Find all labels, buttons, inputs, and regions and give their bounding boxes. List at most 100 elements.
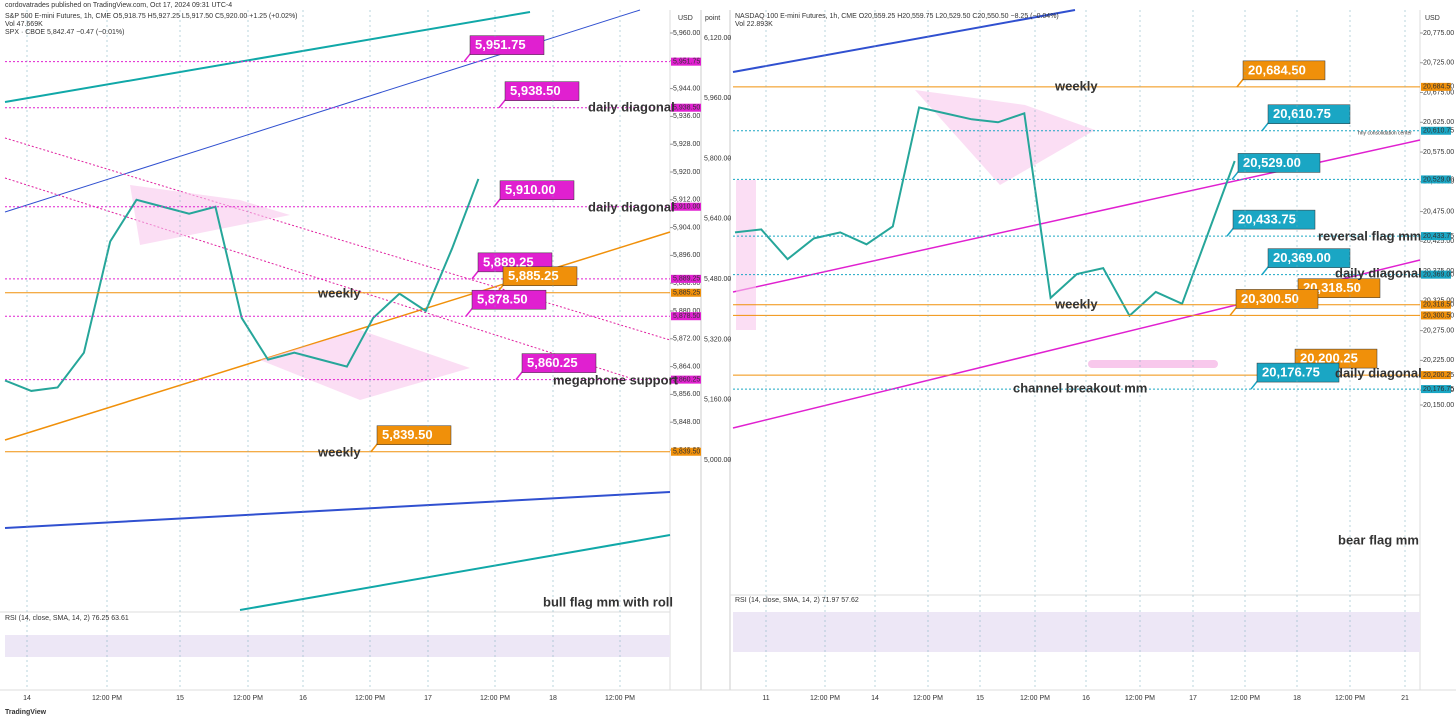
x-tick-label: 16 <box>299 695 307 702</box>
axis-tag-label: 5,839.50 <box>673 449 700 456</box>
price-label-box <box>504 81 580 101</box>
axis-tag-label: 20,529.00 <box>1423 176 1454 183</box>
axis-tag <box>1421 385 1451 394</box>
axis-tag-label: 20,610.75 <box>1423 128 1454 135</box>
axis-tag <box>671 57 701 66</box>
price-label-box <box>1267 104 1351 125</box>
price-label: 20,369.00 <box>1273 250 1331 265</box>
y-tick-label: 20,425.00 <box>1423 238 1454 245</box>
volume: Vol 47.669K <box>5 21 43 28</box>
y-tick-label: 5,888.00 <box>673 280 700 287</box>
y-tick-label: 20,775.00 <box>1423 30 1454 37</box>
unit: USD <box>1425 15 1440 22</box>
axis-tag-label: 20,684.50 <box>1423 84 1454 91</box>
y-tick-label: 20,625.00 <box>1423 119 1454 126</box>
trend-line <box>4 11 531 103</box>
rsi-label: RSI (14, close, SMA, 14, 2) 76.25 63.61 <box>5 615 129 622</box>
x-tick-label: 21 <box>1401 695 1409 702</box>
axis-tag-label: 5,910.00 <box>673 204 700 211</box>
unit: USD <box>678 15 693 22</box>
symbol: NASDAQ 100 E-mini Futures, 1h, CME O20,5… <box>735 13 1059 20</box>
x-tick-label: 12:00 PM <box>233 695 263 702</box>
note: weekly <box>1054 78 1098 93</box>
y-tick-label: 5,000.00 <box>704 457 731 464</box>
axis-tag-label: 20,433.75 <box>1423 233 1454 240</box>
highlight <box>1088 360 1218 368</box>
price-label: 5,889.25 <box>483 254 534 269</box>
price-label: 20,529.00 <box>1243 155 1301 170</box>
pattern <box>915 90 1095 185</box>
x-tick-label: 14 <box>871 695 879 702</box>
axis-tag-label: 5,878.50 <box>673 313 700 320</box>
x-tick-label: 15 <box>176 695 184 702</box>
y-tick-label: 5,944.00 <box>673 85 700 92</box>
trend-line <box>4 177 631 379</box>
y-tick-label: 5,640.00 <box>704 216 731 223</box>
axis-tag-label: 5,951.75 <box>673 59 700 66</box>
axis-tag-label: 20,200.25 <box>1423 372 1454 379</box>
y-tick-label: 5,904.00 <box>673 224 700 231</box>
note: daily diagonal <box>1335 365 1422 380</box>
compare: SPX · CBOE 5,842.47 −0.47 (−0.01%) <box>5 29 124 36</box>
note: weekly <box>317 285 361 300</box>
price-label-box <box>469 35 545 55</box>
price-label-box <box>471 289 547 310</box>
y-tick-label: 20,675.00 <box>1423 89 1454 96</box>
highlight <box>736 180 756 330</box>
x-tick-label: 12:00 PM <box>1335 695 1365 702</box>
price-line <box>734 106 1236 318</box>
axis-tag <box>1421 300 1451 309</box>
axis-tag <box>671 375 701 384</box>
symbol: S&P 500 E-mini Futures, 1h, CME O5,918.7… <box>5 13 298 20</box>
axis-tag <box>1421 175 1451 184</box>
rsi-label: RSI (14, close, SMA, 14, 2) 71.97 57.62 <box>735 597 859 604</box>
y-tick-label: 20,575.00 <box>1423 149 1454 156</box>
volume: Vol 22.893K <box>735 21 773 28</box>
x-tick-label: 12:00 PM <box>1020 695 1050 702</box>
price-label: 5,910.00 <box>505 182 556 197</box>
note: reversal flag mm <box>1318 228 1421 243</box>
price-label-box <box>1242 60 1326 81</box>
note: daily diagonal <box>588 99 675 114</box>
y-tick-label: 5,880.00 <box>673 308 700 315</box>
price-label-box <box>1237 153 1321 173</box>
x-tick-label: 12:00 PM <box>1125 695 1155 702</box>
y-tick-label: 5,936.00 <box>673 113 700 120</box>
price-label: 20,200.25 <box>1300 351 1358 366</box>
note: bull flag mm with roll <box>543 594 673 609</box>
price-label-box <box>1232 209 1316 230</box>
x-tick-label: 12:00 PM <box>913 695 943 702</box>
axis-tag <box>1421 270 1451 279</box>
trend-line <box>4 491 671 529</box>
unit: point <box>705 15 720 22</box>
price-label: 5,878.50 <box>477 292 528 307</box>
y-tick-label: 5,856.00 <box>673 391 700 398</box>
y-tick-label: 5,920.00 <box>673 169 700 176</box>
note: channel breakout mm <box>1013 380 1147 395</box>
x-tick-label: 17 <box>424 695 432 702</box>
x-tick-label: 17 <box>1189 695 1197 702</box>
x-tick-label: 18 <box>1293 695 1301 702</box>
axis-tag <box>671 103 701 112</box>
y-tick-label: 5,960.00 <box>673 30 700 37</box>
note: megaphone support <box>553 372 679 387</box>
price-label-box <box>1235 289 1319 309</box>
note: daily diagonal <box>588 199 675 214</box>
axis-tag <box>1421 371 1451 380</box>
axis-tag <box>1421 232 1451 241</box>
y-tick-label: 6,120.00 <box>704 35 731 42</box>
note: bear flag mm <box>1338 532 1419 547</box>
axis-tag-label: 20,318.50 <box>1423 302 1454 309</box>
y-tick-label: 5,896.00 <box>673 252 700 259</box>
note: weekly <box>317 444 361 459</box>
note: weekly <box>1054 296 1098 311</box>
axis-tag-label: 20,300.50 <box>1423 312 1454 319</box>
pattern <box>260 330 470 400</box>
axis-tag-label: 5,860.25 <box>673 376 700 383</box>
axis-tag <box>671 288 701 297</box>
x-tick-label: 11 <box>762 695 769 702</box>
y-tick-label: 5,800.00 <box>704 155 731 162</box>
y-tick-label: 5,320.00 <box>704 336 731 343</box>
price-label-box <box>1297 278 1381 298</box>
price-label-box <box>521 353 597 373</box>
